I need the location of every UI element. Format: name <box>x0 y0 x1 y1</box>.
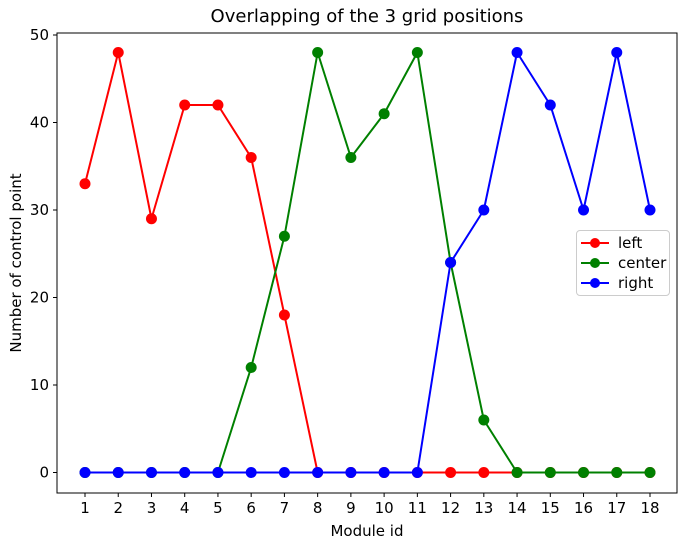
data-point-right-14 <box>511 47 523 58</box>
y-axis-label: Number of control point <box>7 173 25 353</box>
legend-line-sample-left <box>581 237 609 249</box>
data-point-right-6 <box>245 467 257 478</box>
x-tick-label: 2 <box>113 499 123 517</box>
chart-title: Overlapping of the 3 grid positions <box>210 6 524 27</box>
data-point-center-7 <box>278 230 290 242</box>
x-tick-label: 10 <box>375 499 394 517</box>
legend-line-sample-center <box>581 257 609 269</box>
x-tick-label: 7 <box>280 499 290 517</box>
x-tick-label: 12 <box>441 499 460 517</box>
x-tick-label: 9 <box>346 499 356 517</box>
x-tick-label: 13 <box>474 499 493 517</box>
legend-marker-icon <box>590 238 600 248</box>
data-point-left-6 <box>245 152 257 163</box>
x-tick-label: 4 <box>180 499 190 517</box>
legend-item-center: center <box>581 253 667 273</box>
x-tick-label: 17 <box>607 499 626 517</box>
data-point-center-10 <box>378 108 390 120</box>
legend-label-left: left <box>618 234 643 252</box>
data-point-center-18 <box>644 467 656 478</box>
y-tick-label: 30 <box>30 201 49 219</box>
data-point-right-9 <box>345 467 357 478</box>
series-right <box>79 47 656 478</box>
x-tick-label: 6 <box>246 499 256 517</box>
y-tick-label: 10 <box>30 376 49 394</box>
x-tick-label: 1 <box>80 499 90 517</box>
data-point-center-17 <box>611 467 623 478</box>
axes-frame <box>56 32 678 494</box>
x-axis: 1 2 3 4 5 6 7 8 9 10 11 12 13 14 15 16 17 18 <box>80 493 660 517</box>
data-point-left-7 <box>278 309 290 321</box>
data-point-right-12 <box>445 257 457 268</box>
data-point-center-16 <box>578 467 590 478</box>
data-point-right-17 <box>611 47 623 58</box>
data-point-center-6 <box>245 362 257 373</box>
data-point-center-11 <box>411 47 423 58</box>
data-point-left-12 <box>445 467 457 478</box>
data-point-right-10 <box>378 467 390 478</box>
data-point-center-14 <box>511 467 523 478</box>
legend-item-right: right <box>581 273 665 293</box>
data-point-right-18 <box>644 204 656 216</box>
data-point-right-15 <box>544 99 556 111</box>
data-point-center-15 <box>544 467 556 478</box>
legend-label-center: center <box>618 254 667 272</box>
legend-item-left: left <box>581 233 665 253</box>
data-point-left-5 <box>212 99 224 111</box>
legend-line-sample-right <box>581 277 609 289</box>
data-point-right-11 <box>411 467 423 478</box>
x-tick-label: 14 <box>508 499 527 517</box>
series-left <box>79 47 656 478</box>
data-point-right-13 <box>478 204 490 216</box>
x-tick-label: 5 <box>213 499 223 517</box>
data-point-right-3 <box>145 467 157 478</box>
series-center <box>79 47 656 478</box>
x-tick-label: 16 <box>574 499 593 517</box>
data-point-right-16 <box>578 204 590 216</box>
y-axis: 0 10 20 30 40 50 <box>30 26 57 482</box>
data-point-center-13 <box>478 414 490 426</box>
x-tick-label: 11 <box>408 499 427 517</box>
data-point-right-4 <box>179 467 191 478</box>
data-point-right-5 <box>212 467 224 478</box>
data-point-right-7 <box>278 467 290 478</box>
data-point-left-4 <box>179 99 191 111</box>
series-line-right <box>85 51 651 474</box>
x-tick-label: 18 <box>640 499 659 517</box>
legend: left center right <box>576 230 670 296</box>
data-point-center-8 <box>312 47 324 58</box>
data-point-left-2 <box>112 47 124 58</box>
data-point-right-8 <box>312 467 324 478</box>
data-point-left-3 <box>145 213 157 225</box>
y-tick-label: 40 <box>30 114 49 132</box>
series-line-center <box>85 51 650 474</box>
data-point-center-9 <box>345 152 357 163</box>
x-axis-label: Module id <box>330 522 404 540</box>
y-tick-label: 50 <box>30 26 49 44</box>
data-point-left-1 <box>79 178 91 190</box>
y-tick-label: 20 <box>30 289 49 307</box>
y-tick-label: 0 <box>39 464 49 482</box>
x-tick-label: 3 <box>147 499 157 517</box>
legend-marker-icon <box>590 278 600 288</box>
series-line-left <box>84 51 650 474</box>
data-point-right-2 <box>112 467 124 478</box>
legend-label-right: right <box>618 274 654 292</box>
data-point-right-1 <box>79 467 91 478</box>
x-tick-label: 15 <box>541 499 560 517</box>
x-tick-label: 8 <box>313 499 323 517</box>
legend-marker-icon <box>590 258 600 268</box>
data-point-left-13 <box>478 467 490 478</box>
